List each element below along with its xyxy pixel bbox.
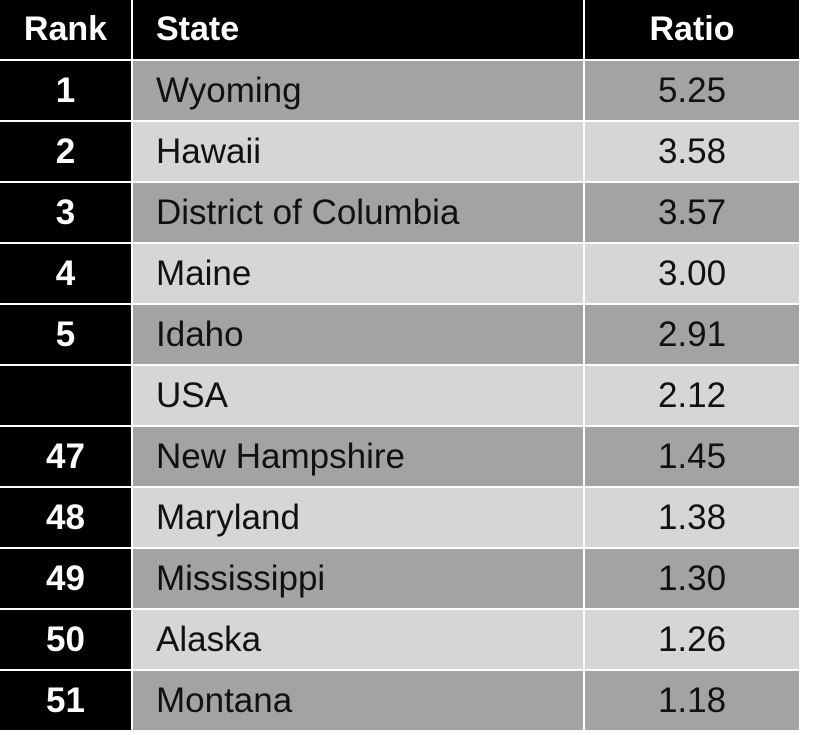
cell-text: Maryland bbox=[156, 497, 300, 537]
cell-text: 3.58 bbox=[657, 131, 727, 171]
cell-text: 3.00 bbox=[657, 253, 727, 293]
rank-cell: 4 bbox=[0, 244, 131, 303]
state-cell: New Hampshire bbox=[133, 427, 583, 486]
cell-text: 2.91 bbox=[657, 314, 727, 354]
cell-text: 50 bbox=[46, 619, 85, 659]
header-cell: Ratio bbox=[585, 0, 799, 59]
cell-text: Maine bbox=[156, 253, 252, 293]
state-cell: Alaska bbox=[133, 610, 583, 669]
state-cell: District of Columbia bbox=[133, 183, 583, 242]
cell-text: Alaska bbox=[156, 619, 262, 659]
cell-text: Wyoming bbox=[156, 70, 302, 110]
ratio-cell: 3.00 bbox=[585, 244, 799, 303]
state-cell: Idaho bbox=[133, 305, 583, 364]
cell-text: Idaho bbox=[156, 314, 244, 354]
state-cell: Montana bbox=[133, 671, 583, 730]
cell-text: 1.30 bbox=[657, 558, 727, 598]
ratio-cell: 1.38 bbox=[585, 488, 799, 547]
ratio-cell: 1.30 bbox=[585, 549, 799, 608]
cell-text: Hawaii bbox=[156, 131, 262, 171]
rank-cell: 47 bbox=[0, 427, 131, 486]
cell-text: 49 bbox=[46, 558, 85, 598]
rank-cell: 3 bbox=[0, 183, 131, 242]
cell-text: 5.25 bbox=[657, 70, 727, 110]
cell-text: 1 bbox=[55, 70, 76, 110]
state-cell: Maine bbox=[133, 244, 583, 303]
cell-text: District of Columbia bbox=[156, 192, 460, 232]
ratio-cell: 3.58 bbox=[585, 122, 799, 181]
header-cell: State bbox=[133, 0, 583, 59]
ratio-cell: 5.25 bbox=[585, 61, 799, 120]
rank-cell: 2 bbox=[0, 122, 131, 181]
cell-text: 47 bbox=[46, 436, 85, 476]
cell-text: 1.45 bbox=[657, 436, 727, 476]
rank-cell: 49 bbox=[0, 549, 131, 608]
ratio-cell: 1.26 bbox=[585, 610, 799, 669]
rank-cell: 5 bbox=[0, 305, 131, 364]
cell-text: New Hampshire bbox=[156, 436, 405, 476]
cell-text: 2.12 bbox=[657, 375, 727, 415]
rank-cell: 51 bbox=[0, 671, 131, 730]
state-cell: Wyoming bbox=[133, 61, 583, 120]
cell-text: USA bbox=[156, 375, 228, 415]
cell-text: 1.26 bbox=[657, 619, 727, 659]
cell-text: Montana bbox=[156, 680, 293, 720]
rank-cell: 1 bbox=[0, 61, 131, 120]
ratio-cell: 1.18 bbox=[585, 671, 799, 730]
state-cell: Maryland bbox=[133, 488, 583, 547]
rank-cell: 50 bbox=[0, 610, 131, 669]
cell-text: 5 bbox=[55, 314, 76, 354]
cell-text: 2 bbox=[55, 131, 76, 171]
cell-text: 3 bbox=[55, 192, 76, 232]
rank-cell bbox=[0, 366, 131, 425]
cell-text: 48 bbox=[46, 497, 85, 537]
ratio-cell: 1.45 bbox=[585, 427, 799, 486]
cell-text: Ratio bbox=[649, 10, 735, 48]
rank-cell: 48 bbox=[0, 488, 131, 547]
cell-text: Rank bbox=[23, 10, 108, 48]
ratio-cell: 2.91 bbox=[585, 305, 799, 364]
ratio-cell: 2.12 bbox=[585, 366, 799, 425]
header-cell: Rank bbox=[0, 0, 131, 59]
cell-text: 1.18 bbox=[657, 680, 727, 720]
ratio-cell: 3.57 bbox=[585, 183, 799, 242]
cell-text: 4 bbox=[55, 253, 76, 293]
state-cell: USA bbox=[133, 366, 583, 425]
cell-text: Mississippi bbox=[156, 558, 326, 598]
state-cell: Hawaii bbox=[133, 122, 583, 181]
cell-text: State bbox=[156, 10, 240, 48]
cell-text: 51 bbox=[46, 680, 85, 720]
cell-text: 3.57 bbox=[657, 192, 727, 232]
state-cell: Mississippi bbox=[133, 549, 583, 608]
cell-text: 1.38 bbox=[657, 497, 727, 537]
